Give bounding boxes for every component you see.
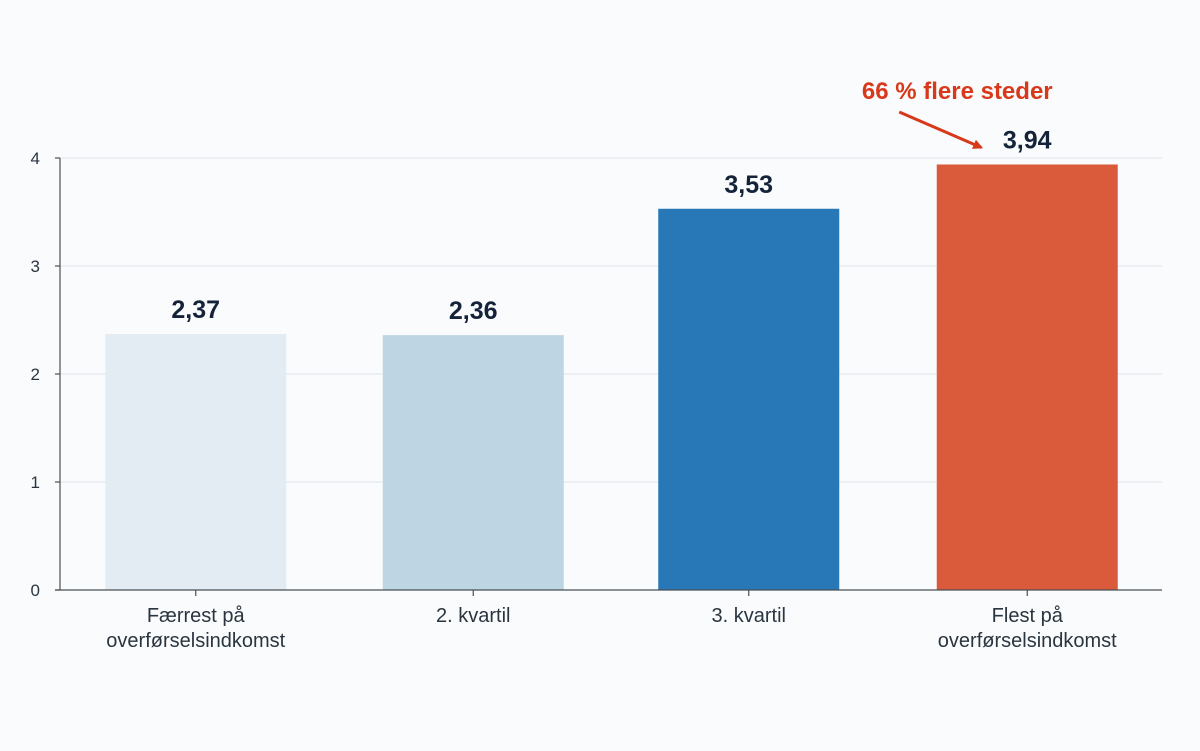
data-label: 3,53 <box>724 171 773 199</box>
axis-layer: 0 1 2 3 4 Færrest på overførselsindkomst 2. kva… <box>31 149 1162 652</box>
annotation-text: 66 % flere steder <box>862 78 1053 105</box>
data-label: 2,36 <box>449 297 498 325</box>
bar-3 <box>658 208 840 590</box>
x-tick-label-line: Flest på <box>992 605 1064 627</box>
y-tick-label: 1 <box>31 473 40 492</box>
annotation-layer: 66 % flere steder <box>862 78 1053 149</box>
y-tick-label: 4 <box>31 149 40 168</box>
y-tick-label: 2 <box>31 365 40 384</box>
bar-layer <box>105 164 1118 591</box>
x-tick-label: 3. kvartil <box>712 605 786 627</box>
label-layer: 2,37 2,36 3,53 3,94 <box>171 126 1051 325</box>
x-tick-label-line: overførselsindkomst <box>938 630 1117 652</box>
y-tick-label: 3 <box>31 257 40 276</box>
bar-1 <box>105 334 287 590</box>
bar-2 <box>382 335 564 590</box>
x-tick-label-line: 2. kvartil <box>436 605 510 627</box>
data-label: 3,94 <box>1003 126 1052 154</box>
x-tick-label-line: Færrest på <box>147 605 246 627</box>
x-tick-label: Flest på overførselsindkomst <box>938 605 1117 652</box>
bar-4 <box>936 164 1118 591</box>
y-tick-label: 0 <box>31 581 40 600</box>
x-tick-label-line: 3. kvartil <box>712 605 786 627</box>
x-tick-label: 2. kvartil <box>436 605 510 627</box>
annotation-arrow <box>898 110 984 149</box>
x-tick-label: Færrest på overførselsindkomst <box>106 605 285 652</box>
data-label: 2,37 <box>171 296 220 324</box>
x-tick-label-line: overførselsindkomst <box>106 630 285 652</box>
